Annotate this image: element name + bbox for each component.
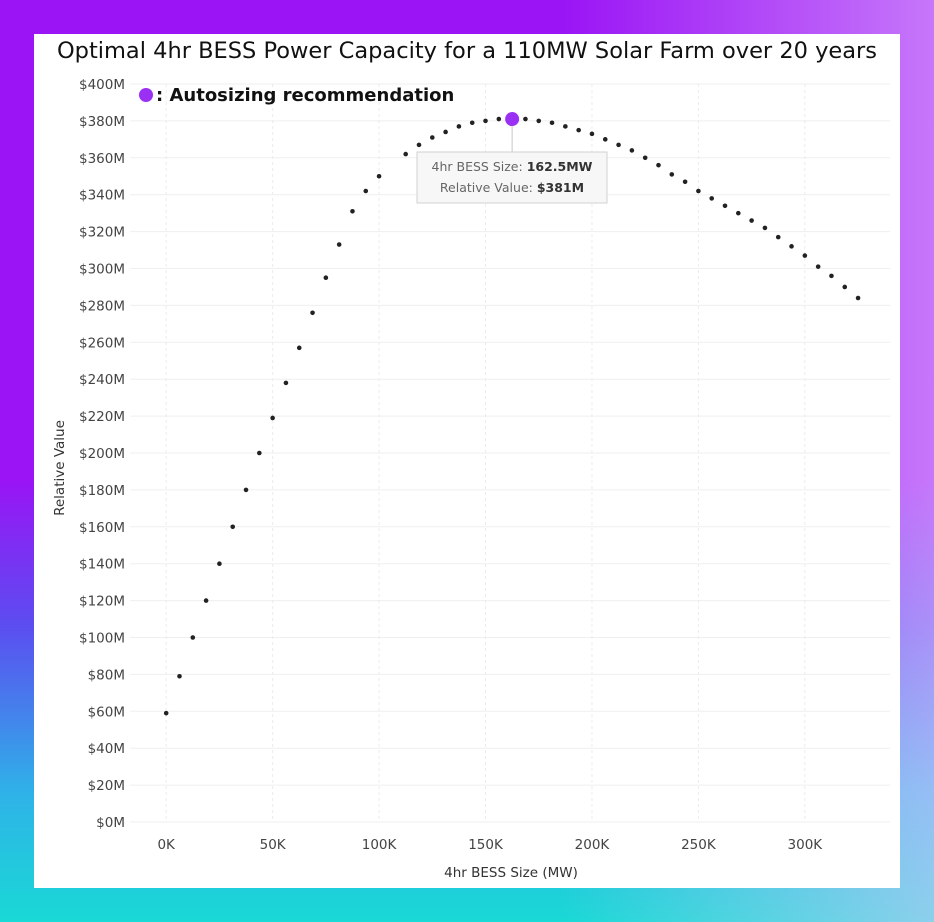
data-point[interactable] [669,172,675,177]
data-point[interactable] [855,295,861,301]
y-tick-label: $200M [79,446,125,462]
x-tick-label: 50K [260,837,287,853]
data-point[interactable] [789,244,794,249]
data-point[interactable] [429,135,435,140]
data-point[interactable] [283,380,289,386]
x-axis-label: 4hr BESS Size (MW) [444,865,578,881]
data-point[interactable] [336,242,342,247]
data-point[interactable] [656,162,661,168]
x-axis-ticks: 0K 50K 100K 150K 200K 250K 300K [157,837,823,853]
y-tick-label: $20M [88,778,125,794]
y-tick-label: $180M [79,483,125,499]
chart-panel: Optimal 4hr BESS Power Capacity for a 11… [34,34,900,888]
data-point[interactable] [190,635,196,640]
data-point[interactable] [257,450,262,456]
data-point[interactable] [629,148,635,153]
data-point[interactable] [203,598,209,603]
y-tick-label: $80M [88,667,125,683]
data-point[interactable] [762,225,768,231]
data-point[interactable] [815,264,821,269]
y-axis-ticks: $0M $20M $40M $60M $80M $100M $120M $140M $160M $… [79,77,125,831]
data-point[interactable] [696,188,701,194]
y-axis-label: Relative Value [52,420,68,516]
data-point[interactable] [296,345,302,351]
y-tick-label: $240M [79,372,125,388]
data-point[interactable] [323,275,329,281]
data-point[interactable] [589,131,595,137]
data-point[interactable] [217,561,222,566]
data-point[interactable] [496,116,502,122]
data-points [163,116,861,716]
x-tick-label: 100K [362,837,398,853]
data-point[interactable] [483,118,488,124]
data-point[interactable] [736,210,741,216]
data-point[interactable] [775,234,781,240]
data-point[interactable] [243,487,249,493]
y-tick-label: $300M [79,262,125,278]
data-point[interactable] [163,710,169,716]
data-point[interactable] [469,120,475,126]
data-point[interactable] [350,209,355,214]
y-tick-label: $140M [79,557,125,573]
data-point[interactable] [536,118,542,124]
data-point[interactable] [270,415,275,421]
legend: : Autosizing recommendation [139,85,454,106]
data-point[interactable] [403,151,408,157]
data-point[interactable] [722,203,728,209]
scatter-chart: $0M $20M $40M $60M $80M $100M $120M $140M $160M $… [52,77,890,881]
data-point[interactable] [842,284,848,290]
x-tick-label: 200K [575,837,611,853]
y-tick-label: $40M [88,741,125,757]
y-tick-label: $160M [79,520,125,536]
data-point[interactable] [829,273,834,279]
data-point[interactable] [616,142,621,148]
legend-label: : Autosizing recommendation [156,85,454,106]
y-tick-label: $260M [79,335,125,351]
data-point[interactable] [523,116,528,122]
chart-title: Optimal 4hr BESS Power Capacity for a 11… [56,38,878,64]
y-tick-label: $320M [79,225,125,241]
legend-marker [139,88,153,102]
tooltip-box [416,151,608,204]
data-point[interactable] [416,142,422,148]
x-tick-label: 300K [788,837,824,853]
tooltip-value-line: Relative Value: $381M [440,180,584,195]
data-point[interactable] [456,124,462,129]
data-point[interactable] [549,120,555,126]
x-tick-label: 0K [157,837,176,853]
y-tick-label: $100M [79,631,125,647]
data-point[interactable] [443,129,448,135]
data-point[interactable] [376,173,382,179]
x-tick-label: 250K [681,837,717,853]
y-tick-label: $360M [79,151,125,167]
y-tick-label: $220M [79,409,125,425]
y-tick-label: $380M [79,114,125,130]
data-point[interactable] [177,673,182,679]
data-point[interactable] [230,524,236,530]
y-tick-label: $60M [88,704,125,720]
data-point[interactable] [563,124,568,129]
y-tick-label: $400M [79,77,125,93]
data-point[interactable] [576,127,581,133]
tooltip-size-line: 4hr BESS Size: 162.5MW [432,159,593,174]
y-tick-label: $120M [79,594,125,610]
data-point[interactable] [802,253,808,258]
data-point[interactable] [709,196,715,201]
data-point[interactable] [682,179,688,185]
y-tick-label: $0M [96,815,125,831]
data-point[interactable] [310,310,315,316]
y-tick-label: $340M [79,188,125,204]
x-tick-label: 150K [468,837,504,853]
data-point[interactable] [642,155,648,161]
data-point[interactable] [602,137,608,142]
recommended-point[interactable] [505,112,520,127]
data-point[interactable] [363,188,369,194]
tooltip: 4hr BESS Size: 162.5MW Relative Value: $… [416,151,608,204]
y-tick-label: $280M [79,298,125,314]
data-point[interactable] [749,218,754,223]
